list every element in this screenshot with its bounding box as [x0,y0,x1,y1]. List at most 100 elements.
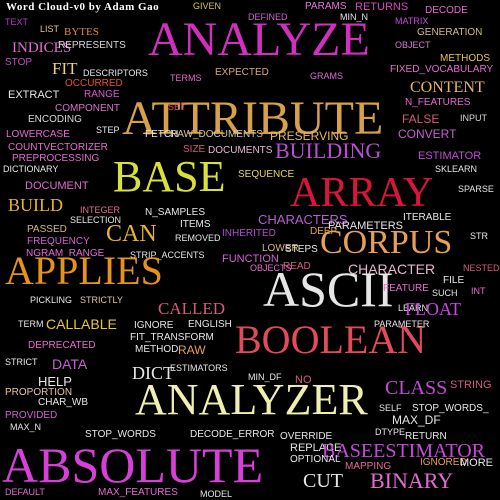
word-steps: STEPS [285,244,318,255]
word-strip-accents: STRIP_ACCENTS [130,250,205,260]
word-strictly: STRICTLY [80,295,123,305]
word-class: CLASS [385,377,448,399]
word-integer: INTEGER [80,205,121,215]
word-fit: FIT [52,59,78,78]
word-returns: RETURNS [355,1,409,13]
word-str: STR [470,231,488,241]
word-base: BASE [113,152,226,201]
word-occurred: OCCURRED [65,78,123,89]
word-callable: CALLABLE [46,316,117,332]
word-read: READ [283,261,311,272]
word-defined: DEFINED [248,12,288,22]
word-fetch: FETCH [145,129,179,140]
word-list: LIST [40,24,60,34]
word-preserving: PRESERVING [270,129,349,143]
word-return: RETURN [405,431,447,442]
word-binary: BINARY [370,468,454,493]
word-ascii: ASCII [263,261,394,317]
word-replace: REPLACE [290,442,342,454]
word-input: INPUT [460,113,487,123]
word-dtype: DTYPE [375,427,406,437]
word-convert: CONVERT [398,127,457,141]
word-function: FUNCTION [222,253,279,265]
word-english: ENGLISH [188,319,232,330]
word-analyze: ANALYZE [148,13,370,66]
word-strict: STRICT [5,357,38,367]
word-grams: GRAMS [310,71,344,81]
word-given: GIVEN [193,1,222,11]
word-optional: OPTIONAL [290,454,341,465]
word-range: RANGE [84,89,120,100]
word-method: METHOD [135,344,179,355]
word-false: FALSE [402,112,440,126]
word-sequence: SEQUENCE [238,169,295,180]
word-baseestimator: BASEESTIMATOR [322,440,485,462]
word-model: MODEL [200,489,233,499]
word-file: FILE [443,275,465,286]
word-feature: FEATURE [383,283,429,294]
word-terms: TERMS [170,73,202,83]
word-sklearn: SKLEARN [435,164,478,174]
word-estimators: ESTIMATORS [170,363,228,373]
word-step: STEP [96,125,120,135]
word-bytes: BYTES [64,26,99,38]
word-analyzer: ANALYZER [135,375,368,424]
word-max-features: MAX_FEATURES [98,487,178,498]
word-self: SELF [379,403,402,413]
word-array: ARRAY [290,170,434,216]
word-proportion: PROPORTION [5,387,73,398]
word-set: SET [168,102,186,112]
word-char-wb: CHAR_WB [38,397,89,408]
word-no: NO [295,374,312,386]
word-estimator: ESTIMATOR [418,150,482,162]
word-objects: OBJECTS [250,263,292,273]
word-ignored: IGNORED [420,457,467,468]
word-text: TEXT [5,17,29,27]
word-generation: GENERATION [417,27,483,38]
word-descriptors: DESCRIPTORS [83,68,148,78]
word-encoding: ENCODING [28,114,82,125]
word-override: OVERRIDE [280,431,333,442]
word-max-df: MAX_DF [392,413,441,427]
word-build: BUILD [8,195,63,215]
word-raw-documents: RAW_DOCUMENTS [170,129,263,140]
word-pickling: PICKLING [30,295,73,305]
word-such: SUCH [432,288,458,298]
word-dictionary: DICTIONARY [3,164,59,174]
word-items: ITEMS [180,219,211,230]
word-fixed-vocabulary: FIXED_VOCABULARY [390,64,494,75]
word-parameter: PARAMETER [374,319,430,329]
word-stop-words: STOP_WORDS_ [412,403,489,414]
word-represents: REPRESENTS [58,40,126,51]
word-deep: DEEP [310,226,338,237]
word-string: STRING [450,379,492,391]
word-object: OBJECT [395,40,431,50]
word-absolute: ABSOLUTE [2,437,264,493]
word-fit-transform: FIT_TRANSFORM [130,332,214,343]
word-term: TERM [18,319,44,329]
word-decode: DECODE [425,5,468,16]
word-help: HELP [38,374,72,389]
word-preprocessing: PREPROCESSING [12,153,100,164]
word-stop-words: STOP_WORDS [85,429,156,440]
word-removed: REMOVED [175,233,221,243]
word-expected: EXPECTED [215,67,269,78]
word-matrix: MATRIX [395,16,429,26]
word-frequency: FREQUENCY [27,236,90,247]
word-n-features: N_FEATURES [405,97,471,108]
word-deprecated: DEPRECATED [28,340,96,351]
word-min-n: MIN_N [340,12,369,22]
word-characters: CHARACTERS [258,212,348,227]
word-raw: RAW [178,343,206,357]
word-indices: INDICES [12,40,72,56]
word-ignore: IGNORE [134,320,174,331]
word-default: DEFAULT [5,487,45,497]
word-countvectorizer: COUNTVECTORIZER [8,142,108,153]
word-learn: LEARN [398,303,429,313]
word-called: CALLED [158,299,226,318]
word-decode-error: DECODE_ERROR [190,429,275,440]
word-int: INT [471,286,486,296]
word-iterable: ITERABLE [403,212,452,223]
word-size: SIZE [183,144,206,155]
